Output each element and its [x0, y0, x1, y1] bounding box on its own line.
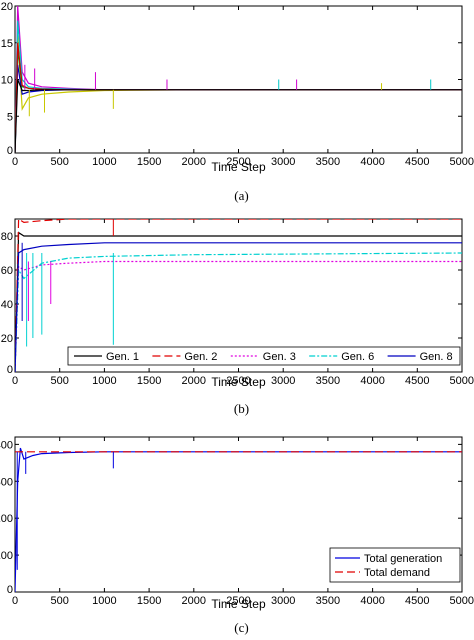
- panel-caption: (c): [234, 620, 248, 635]
- x-tick-label: 4000: [360, 595, 384, 607]
- y-tick-label: 5: [7, 111, 13, 123]
- x-tick-label: 4000: [360, 156, 384, 168]
- y-tick-label: 20: [1, 1, 13, 13]
- x-tick-label: 2000: [182, 375, 206, 387]
- legend-box: [67, 346, 461, 366]
- x-tick-label: 3000: [271, 595, 295, 607]
- y-tick-label: 40: [1, 299, 13, 311]
- panel-caption: (a): [234, 188, 248, 203]
- series-line-2-4: [15, 252, 462, 372]
- y-tick-label: 300: [0, 476, 13, 488]
- x-tick-label: 2500: [226, 375, 250, 387]
- y-tick-label: 10: [1, 75, 13, 87]
- x-tick-label: 2500: [226, 156, 250, 168]
- legend-label: Total demand: [364, 567, 430, 579]
- y-tick-label: 400: [0, 439, 13, 451]
- legend-label: Gen. 3: [263, 351, 296, 363]
- x-axis-label: Time Step: [211, 160, 266, 174]
- x-tick-label: 500: [51, 595, 69, 607]
- x-tick-label: 500: [51, 375, 69, 387]
- y-tick-label: 60: [1, 265, 13, 277]
- x-tick-label: 5000: [450, 156, 474, 168]
- x-tick-label: 3500: [316, 595, 340, 607]
- y-tick-label: 100: [0, 550, 13, 562]
- legend-label: Gen. 2: [184, 351, 217, 363]
- legend-label: Gen. 6: [341, 351, 374, 363]
- y-tick-label: 0: [7, 584, 13, 596]
- legend-label: Gen. 8: [420, 351, 453, 363]
- x-axis-label: Time Step: [211, 375, 266, 389]
- x-tick-label: 3000: [271, 156, 295, 168]
- x-tick-label: 3000: [271, 375, 295, 387]
- series-line-2-1: [15, 231, 462, 372]
- x-tick-label: 2000: [182, 156, 206, 168]
- legend-label: Total generation: [364, 553, 442, 565]
- x-axis-label: Time Step: [211, 597, 266, 611]
- panel-caption: (b): [234, 401, 249, 416]
- x-tick-label: 0: [12, 595, 18, 607]
- y-tick-label: 0: [7, 364, 13, 376]
- y-tick-label: 15: [1, 38, 13, 50]
- x-tick-label: 1000: [92, 595, 116, 607]
- x-tick-label: 5000: [450, 595, 474, 607]
- y-tick-label: 0: [7, 145, 13, 157]
- plot-area-1: [14, 5, 463, 154]
- plot-area-2: [14, 218, 463, 373]
- x-tick-label: 4000: [360, 375, 384, 387]
- x-tick-label: 1500: [137, 375, 161, 387]
- x-tick-label: 4500: [405, 595, 429, 607]
- x-tick-label: 1000: [92, 156, 116, 168]
- x-tick-label: 4500: [405, 156, 429, 168]
- x-tick-label: 1000: [92, 375, 116, 387]
- x-tick-label: 2500: [226, 595, 250, 607]
- legend-box: [329, 547, 461, 583]
- series-line-1-7: [15, 79, 462, 153]
- x-tick-label: 5000: [450, 375, 474, 387]
- y-tick-label: 200: [0, 513, 13, 525]
- series-line-2-5: [15, 242, 462, 372]
- x-tick-label: 500: [51, 156, 69, 168]
- x-tick-label: 4500: [405, 375, 429, 387]
- x-tick-label: 1500: [137, 156, 161, 168]
- legend-label: Gen. 1: [106, 351, 139, 363]
- x-tick-label: 2000: [182, 595, 206, 607]
- x-tick-label: 1500: [137, 595, 161, 607]
- x-tick-label: 3500: [316, 375, 340, 387]
- x-tick-label: 0: [12, 156, 18, 168]
- x-tick-label: 3500: [316, 156, 340, 168]
- y-tick-label: 20: [1, 333, 13, 345]
- x-tick-label: 0: [12, 375, 18, 387]
- y-tick-label: 80: [1, 231, 13, 243]
